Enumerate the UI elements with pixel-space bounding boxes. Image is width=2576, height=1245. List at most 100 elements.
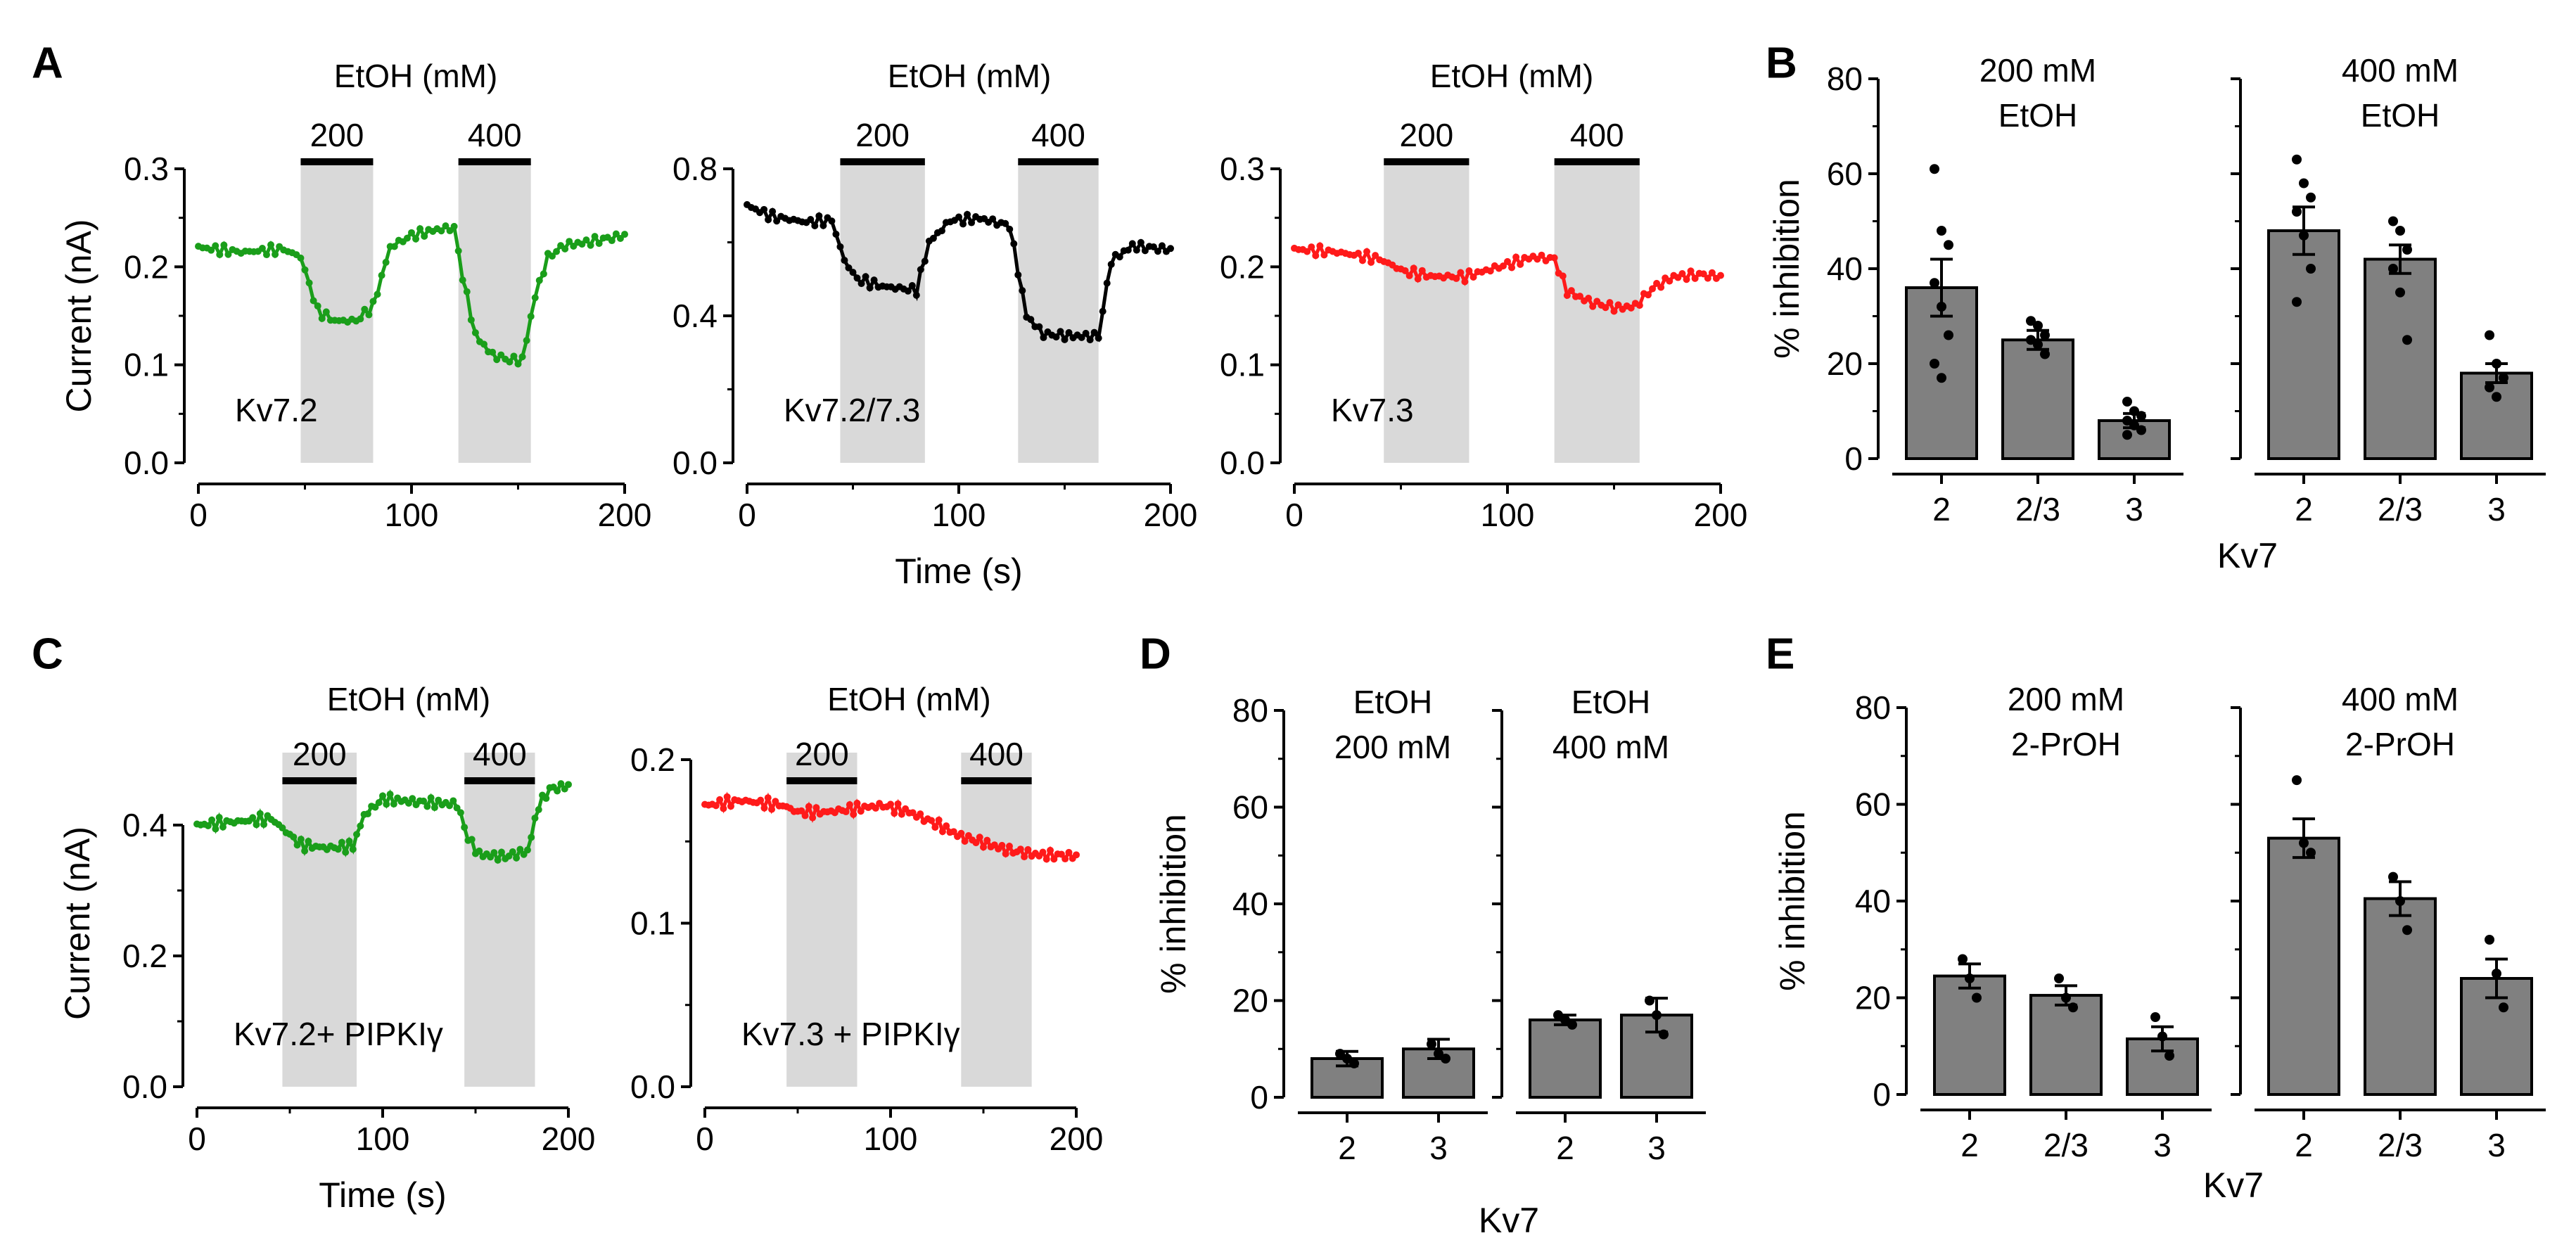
a3-title: EtOH (mM) [1430, 58, 1594, 94]
a3-application-shade-0 [1384, 162, 1469, 463]
c1-trace-point-61 [420, 797, 428, 805]
a2-trace-point-76 [1065, 328, 1073, 336]
panel-e-g0-y-tick-label-1: 20 [1855, 980, 1891, 1016]
c1-trace-point-6 [215, 814, 223, 822]
panel-b-g1-x-tick-label-2: 3 [2487, 491, 2506, 528]
c2-title: EtOH (mM) [827, 681, 991, 717]
panel-b-g0-data-point-0-7 [1937, 373, 1946, 383]
c1-trace-point-98 [557, 780, 565, 788]
a1-trace-point-61 [454, 247, 462, 255]
a3-trace-point-98 [1708, 269, 1716, 276]
c2-trace-point-67 [950, 828, 957, 836]
panel-b-g1-data-point-2-4 [2492, 392, 2501, 402]
panel-b-g1-bar-0 [2267, 229, 2340, 460]
a3-trace-point-75 [1610, 307, 1618, 315]
a1-trace-point-57 [438, 227, 445, 235]
c2-trace-point-70 [961, 838, 969, 845]
a3-trace-point-15 [1354, 250, 1362, 257]
panel-d-y-label: % inhibition [1154, 814, 1193, 994]
a2-trace-point-88 [1116, 253, 1123, 261]
a2-trace-point-15 [807, 216, 815, 224]
panel-e-g0-y-tick-label-2: 40 [1855, 883, 1891, 919]
a1-trace-point-73 [506, 358, 514, 366]
a3-y-tick-label-0: 0.0 [1220, 445, 1265, 481]
a2-trace-point-44 [929, 234, 937, 242]
panel-d-g0-title-line-1: EtOH [1353, 684, 1432, 720]
panel-b-g0-y-tick-label-4: 80 [1827, 60, 1863, 97]
panel-b-g1-data-point-1-3 [2388, 264, 2398, 274]
a1-trace-point-29 [318, 314, 326, 322]
a2-trace-point-75 [1061, 336, 1069, 343]
panel-d-g1-data-point-0-0 [1553, 1010, 1563, 1021]
a3-trace-point-84 [1649, 285, 1657, 293]
panel-b-g0-data-point-2-3 [2122, 416, 2132, 426]
a1-y-tick-label-0: 0.0 [124, 445, 169, 481]
a1-trace-point-16 [262, 251, 270, 259]
panel-d-g0-data-point-1-0 [1427, 1039, 1436, 1049]
a2-trace-point-25 [849, 269, 857, 276]
a3-trace-point-88 [1666, 277, 1673, 285]
a3-trace-point-67 [1576, 293, 1584, 300]
a3-trace-point-50 [1504, 257, 1511, 265]
panel-b-g0-x-tick-label-2: 3 [2125, 491, 2143, 528]
panel-e-g0-data-point-1-0 [2054, 973, 2064, 983]
a1-y-tick-label-2: 0.2 [124, 248, 169, 285]
a1-trace-point-79 [531, 294, 539, 302]
a1-trace-point-87 [566, 238, 573, 245]
a2-trace-point-26 [853, 274, 861, 282]
a2-trace-point-50 [955, 213, 962, 221]
panel-b-g0-data-point-2-4 [2129, 420, 2139, 430]
c2-trace-point-73 [972, 839, 980, 847]
a2-trace-point-98 [1158, 242, 1166, 250]
a2-trace-point-42 [921, 257, 929, 265]
panel-e-x-label: Kv7 [2203, 1166, 2264, 1205]
c1-trace-point-81 [494, 856, 502, 864]
a1-trace-point-75 [514, 360, 522, 368]
a3-x-tick-label-1: 100 [1481, 497, 1535, 533]
a3-application-shade-1 [1554, 162, 1640, 463]
panel-e-g0-x-tick-label-0: 2 [1960, 1127, 1979, 1163]
panel-e-g0-data-point-2-0 [2150, 1012, 2160, 1022]
c1-trace-point-4 [208, 816, 216, 824]
c2-trace-point-58 [917, 810, 924, 818]
a3-channel-label: Kv7.3 [1331, 392, 1414, 428]
c2-trace-point-63 [935, 816, 943, 824]
a1-trace-point-6 [220, 241, 228, 249]
panel-e-g0-y-tick-label-0: 0 [1873, 1076, 1891, 1113]
panel-e-g1-data-point-0-0 [2292, 775, 2302, 786]
a2-trace-point-4 [760, 205, 768, 213]
panel-b-g1-data-point-2-1 [2492, 359, 2501, 369]
panel-b-g0-data-point-2-2 [2136, 411, 2146, 421]
panel-b-g1-data-point-1-0 [2388, 216, 2398, 226]
a2-trace-point-6 [769, 208, 777, 215]
a3-trace-point-73 [1602, 304, 1609, 312]
panel-b-g0-y-tick-label-1: 20 [1827, 345, 1863, 382]
panel-d-g0-bar-0 [1311, 1057, 1384, 1099]
c2-trace-point-91 [1039, 848, 1047, 856]
c1-trace-point-49 [375, 799, 383, 806]
a2-trace-point-51 [959, 220, 967, 228]
c2-trace-point-69 [957, 829, 965, 837]
a3-trace-point-83 [1644, 291, 1652, 299]
c1-x-label: Time (s) [319, 1175, 446, 1215]
a3-trace-point-81 [1635, 302, 1643, 309]
panel-b-g0-x-tick-label-0: 2 [1932, 491, 1951, 528]
panel-e-g0-data-point-2-1 [2157, 1031, 2167, 1042]
c2-trace-point-27 [801, 812, 809, 819]
a1-trace-point-65 [471, 329, 479, 337]
panel-b-g0-data-point-0-3 [1930, 278, 1939, 288]
a1-trace-point-38 [357, 315, 364, 323]
a1-trace-point-40 [365, 311, 373, 319]
a1-trace-point-42 [374, 290, 381, 298]
a1-trace-point-94 [595, 240, 603, 248]
c1-x-tick-label-0: 0 [188, 1120, 206, 1157]
panel-e-g0-data-point-1-2 [2068, 1002, 2078, 1013]
a3-trace-point-53 [1517, 260, 1524, 268]
c1-trace-point-16 [253, 821, 260, 829]
a1-trace-point-84 [553, 248, 561, 255]
a2-trace-point-53 [968, 219, 976, 226]
panel-e-g1-data-point-0-1 [2299, 838, 2309, 848]
a2-trace-point-41 [917, 266, 924, 274]
c1-trace-point-65 [435, 796, 442, 804]
panel-d-g0-data-point-1-2 [1441, 1054, 1450, 1064]
